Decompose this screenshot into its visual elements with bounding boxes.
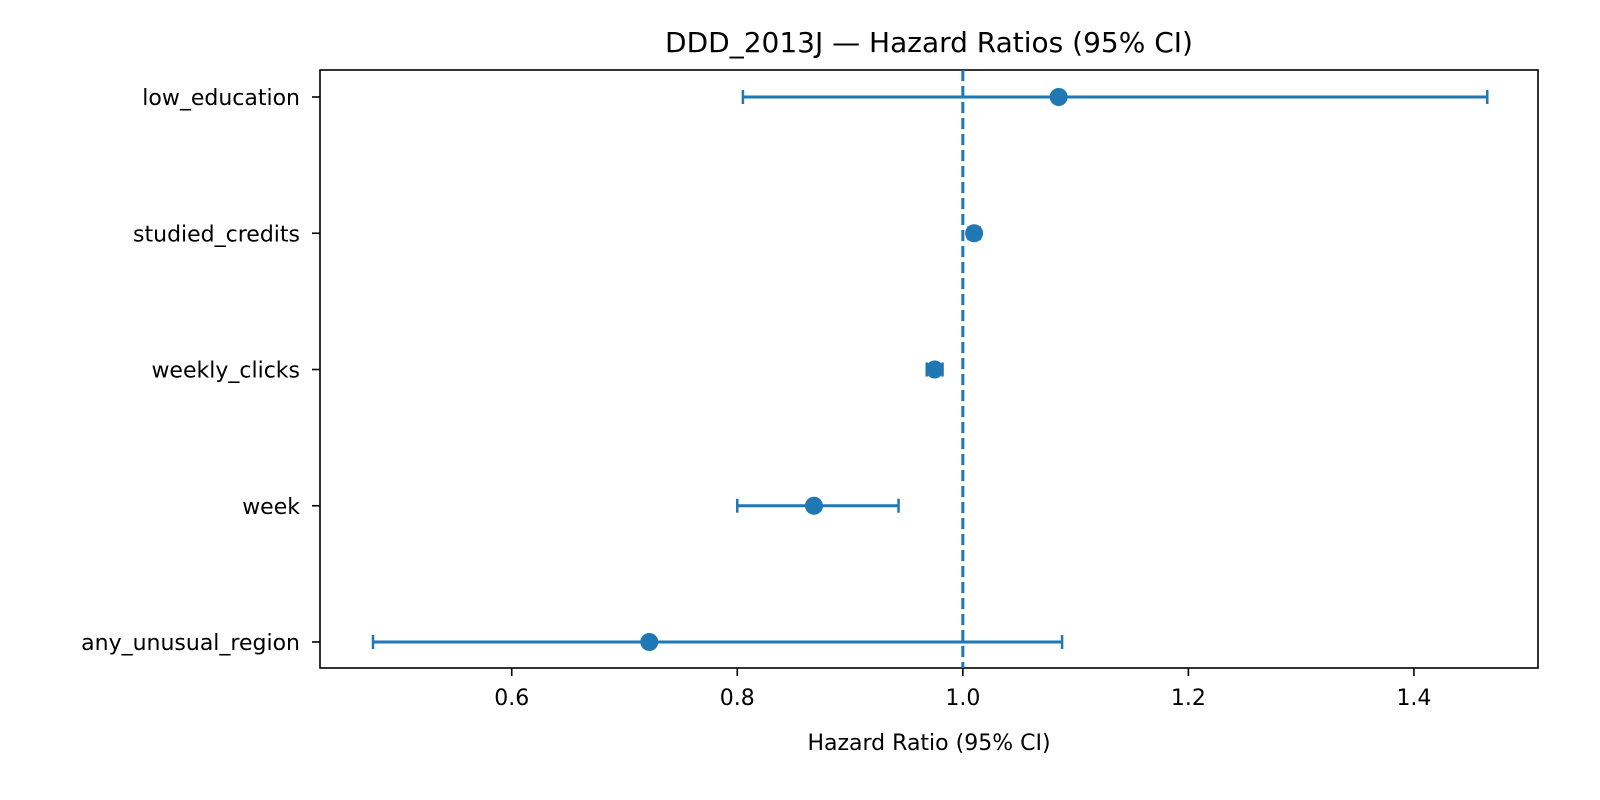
- x-tick-label-1.4: 1.4: [1396, 686, 1431, 711]
- y-tick-label-weekly_clicks: weekly_clicks: [151, 359, 300, 384]
- y-tick-label-studied_credits: studied_credits: [133, 222, 300, 247]
- chart-title: DDD_2013J — Hazard Ratios (95% CI): [665, 26, 1193, 59]
- y-tick-label-low_education: low_education: [142, 86, 300, 111]
- ticks-layer: low_education studied_credits weekly_click…: [81, 86, 1431, 711]
- x-tick-label-1.0: 1.0: [945, 686, 980, 711]
- x-tick-label-1.2: 1.2: [1171, 686, 1206, 711]
- x-tick-label-0.8: 0.8: [720, 686, 755, 711]
- x-axis-label: Hazard Ratio (95% CI): [807, 731, 1050, 756]
- marks-layer: [371, 70, 1489, 668]
- point-weekly_clicks: [925, 360, 944, 379]
- x-tick-label-0.6: 0.6: [494, 686, 529, 711]
- point-studied_credits: [965, 224, 984, 243]
- y-tick-label-week: week: [242, 495, 300, 520]
- point-any_unusual_region: [640, 633, 659, 651]
- point-low_education: [1049, 88, 1068, 106]
- y-tick-label-any_unusual_region: any_unusual_region: [81, 631, 300, 656]
- point-week: [804, 496, 823, 515]
